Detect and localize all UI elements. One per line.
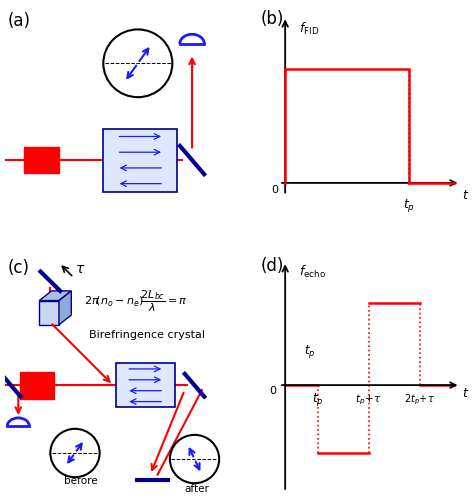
Text: (c): (c) bbox=[7, 260, 29, 278]
Text: $2t_p\!+\!\tau$: $2t_p\!+\!\tau$ bbox=[404, 393, 435, 407]
Text: $t_p$: $t_p$ bbox=[304, 343, 315, 360]
Text: $t$: $t$ bbox=[463, 387, 470, 400]
Text: before: before bbox=[64, 476, 98, 486]
Text: $2\pi\!\left(n_o - n_e\right)\!\dfrac{2L_{bc}}{\lambda} = \pi$: $2\pi\!\left(n_o - n_e\right)\!\dfrac{2L… bbox=[83, 288, 187, 314]
Bar bbox=[116, 363, 175, 407]
Text: Birefringence crystal: Birefringence crystal bbox=[89, 330, 205, 340]
Text: (b): (b) bbox=[261, 10, 284, 28]
Text: $0$: $0$ bbox=[269, 384, 277, 396]
Text: $0$: $0$ bbox=[271, 183, 279, 196]
Text: $\tau$: $\tau$ bbox=[75, 262, 85, 276]
Text: $f_{\rm echo}$: $f_{\rm echo}$ bbox=[300, 264, 327, 280]
Text: $t_p$: $t_p$ bbox=[403, 197, 416, 214]
Text: $f_{\rm FID}$: $f_{\rm FID}$ bbox=[300, 21, 319, 37]
Text: after: after bbox=[185, 484, 210, 494]
Text: (d): (d) bbox=[261, 257, 284, 275]
Bar bbox=[25, 147, 59, 173]
Polygon shape bbox=[59, 291, 71, 325]
Text: (a): (a) bbox=[7, 13, 30, 31]
Text: $t$: $t$ bbox=[463, 189, 470, 202]
Bar bbox=[19, 372, 54, 399]
Text: $t_p\!+\!\tau$: $t_p\!+\!\tau$ bbox=[356, 393, 382, 407]
Polygon shape bbox=[39, 291, 71, 300]
Bar bbox=[103, 129, 177, 192]
Text: $t_p$: $t_p$ bbox=[312, 391, 323, 408]
Polygon shape bbox=[39, 300, 59, 325]
